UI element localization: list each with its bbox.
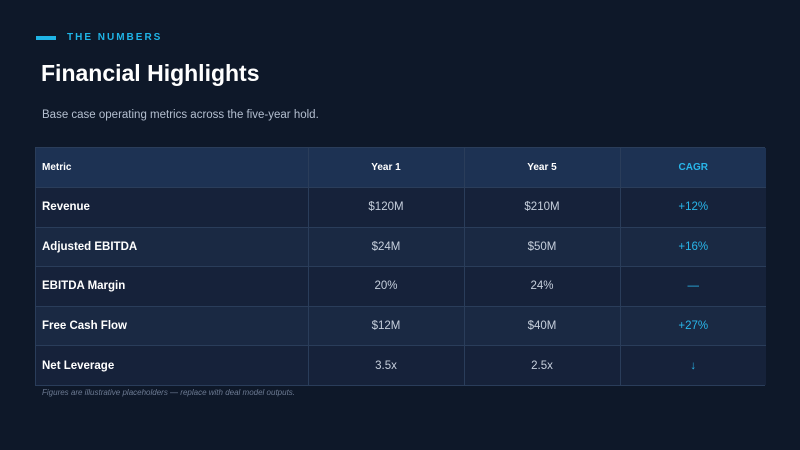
footnote: Figures are illustrative placeholders — … xyxy=(42,388,296,397)
cagr-value: +27% xyxy=(620,306,766,346)
cagr-value: +12% xyxy=(620,187,766,228)
header-cagr: CAGR xyxy=(620,148,766,188)
table-row: Revenue $120M $210M +12% xyxy=(36,187,766,228)
kicker-label: THE NUMBERS xyxy=(67,32,163,43)
metric-name: Net Leverage xyxy=(36,345,309,385)
page-title: Financial Highlights xyxy=(41,60,260,86)
year-1-value: 3.5x xyxy=(308,345,465,385)
cagr-value: +16% xyxy=(620,227,766,267)
table-header-row: Metric Year 1 Year 5 CAGR xyxy=(36,148,766,188)
kicker: THE NUMBERS xyxy=(36,32,162,43)
table-row: Adjusted EBITDA $24M $50M +16% xyxy=(36,227,766,267)
page-subtitle: Base case operating metrics across the f… xyxy=(42,109,319,121)
year-5-value: $50M xyxy=(464,227,621,267)
year-1-value: 20% xyxy=(308,266,465,307)
year-1-value: $120M xyxy=(308,187,465,228)
year-5-value: $40M xyxy=(464,306,621,346)
year-1-value: $24M xyxy=(308,227,465,267)
down-arrow-icon: ↓ xyxy=(620,345,766,385)
cagr-value: — xyxy=(620,266,766,307)
metric-name: Free Cash Flow xyxy=(36,306,309,346)
table-row: EBITDA Margin 20% 24% — xyxy=(36,266,766,307)
year-5-value: 24% xyxy=(464,266,621,307)
metric-name: Adjusted EBITDA xyxy=(36,227,309,267)
header-year-1: Year 1 xyxy=(308,148,465,188)
header-year-5: Year 5 xyxy=(464,148,621,188)
year-1-value: $12M xyxy=(308,306,465,346)
table-row: Net Leverage 3.5x 2.5x ↓ xyxy=(36,345,766,385)
accent-bar xyxy=(36,35,56,40)
metric-name: Revenue xyxy=(36,187,309,228)
metric-name: EBITDA Margin xyxy=(36,266,309,307)
table-row: Free Cash Flow $12M $40M +27% xyxy=(36,306,766,346)
header-metric: Metric xyxy=(36,148,309,188)
financial-table: Metric Year 1 Year 5 CAGR Revenue $120M … xyxy=(35,147,766,386)
year-5-value: 2.5x xyxy=(464,345,621,385)
year-5-value: $210M xyxy=(464,187,621,228)
